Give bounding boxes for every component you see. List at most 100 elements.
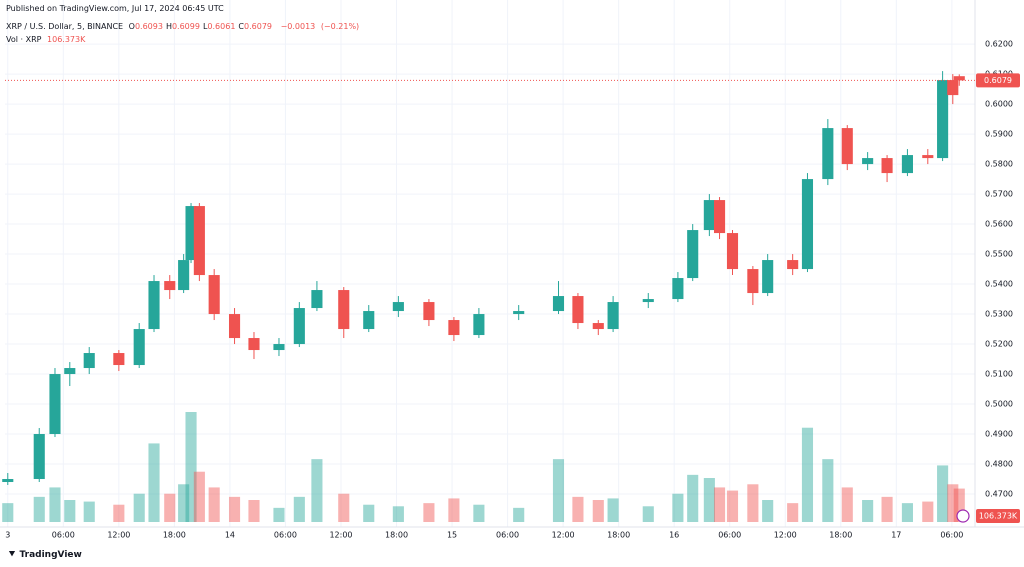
change-pct: (−0.21%) (320, 22, 360, 31)
candle-body (572, 296, 584, 324)
volume-tag (976, 509, 1020, 523)
footer-logo: ⯆ TradingView (8, 549, 82, 560)
x-tick-label: 17 (891, 531, 901, 540)
candle-body (552, 296, 565, 312)
candle-body (473, 314, 485, 336)
volume-bar (901, 503, 913, 522)
candle-body (133, 329, 145, 366)
candle-body (947, 80, 959, 96)
volume-bar (83, 501, 95, 522)
ohlc-value: 0.6079 (244, 22, 273, 31)
volume-bar (747, 484, 759, 522)
candle-body (762, 260, 774, 294)
logo-icon: ⯆ (8, 549, 20, 560)
candle-body (726, 233, 739, 270)
candle-body (841, 128, 853, 165)
x-tick-label: 18:00 (607, 531, 630, 540)
volume-bar (592, 500, 604, 522)
volume-bar (642, 506, 654, 522)
volume-bar (672, 493, 684, 522)
candle-body (703, 200, 715, 231)
candle-body (747, 269, 759, 294)
flash-icon (956, 509, 970, 523)
candle-body (448, 320, 460, 336)
volume-bar (607, 498, 619, 522)
volume-bar (178, 484, 190, 522)
x-tick-label: 06:00 (496, 531, 519, 540)
volume-bar (248, 500, 260, 522)
candle-body (787, 260, 799, 270)
volume-bar (148, 443, 160, 522)
x-tick-label: 12:00 (774, 531, 797, 540)
volume-bar (953, 488, 965, 522)
last-price-label: 0.6079 (984, 76, 1012, 85)
candle-body (338, 290, 350, 330)
ohlc-value: 0.6093 (134, 22, 163, 31)
volume-bar (687, 474, 699, 522)
candle-body (801, 179, 814, 270)
candle-body (392, 302, 404, 312)
x-tick-label: 14 (225, 531, 235, 540)
x-tick-label: 12:00 (552, 531, 575, 540)
volume-bar (392, 506, 404, 522)
volume-bar (713, 487, 726, 522)
y-tick-label: 0.4900 (985, 430, 1013, 439)
volume-bar (448, 498, 460, 522)
volume-bar (513, 507, 525, 522)
ohlc-label: C (238, 22, 245, 31)
candle-body (33, 434, 45, 480)
candle-body (881, 158, 893, 174)
volume-bar (2, 503, 14, 522)
y-tick-label: 0.5100 (985, 370, 1013, 379)
y-tick-label: 0.5400 (985, 280, 1013, 289)
ohlc-value: 0.6099 (171, 22, 200, 31)
y-tick-label: 0.5700 (985, 190, 1013, 199)
volume-bar (787, 503, 799, 522)
x-tick-label: 18:00 (163, 531, 186, 540)
volume-bar (33, 496, 45, 522)
volume-bar (726, 490, 739, 522)
ohlc-label: L (202, 22, 208, 31)
candle-body (953, 76, 965, 81)
x-tick-label: 06:00 (718, 531, 741, 540)
candle-body (185, 206, 197, 261)
last-price-tag (976, 73, 1020, 88)
footer-text: TradingView (19, 550, 82, 560)
volume-bar (228, 496, 241, 522)
volume-bar (552, 459, 565, 522)
x-tick-label: 06:00 (940, 531, 963, 540)
volume-bar (64, 500, 76, 522)
volume-bar (293, 496, 305, 522)
candle-body (193, 206, 205, 276)
x-tick-label: 15 (447, 531, 457, 540)
y-tick-label: 0.5900 (985, 130, 1013, 139)
volume-bar (423, 503, 435, 522)
x-tick-label: 06:00 (274, 531, 297, 540)
candle-body (901, 155, 913, 174)
volume-bar (822, 459, 834, 522)
volume-bar (473, 504, 485, 522)
candle-body (273, 344, 285, 351)
candle-body (311, 290, 323, 309)
y-tick-label: 0.5800 (985, 160, 1013, 169)
volume-bar (801, 427, 814, 522)
volume-bar (881, 496, 893, 522)
x-tick-label: 3 (5, 531, 10, 540)
candle-body (642, 299, 654, 303)
candle-body (937, 80, 949, 159)
x-tick-label: 16 (669, 531, 679, 540)
y-tick-label: 0.5600 (985, 220, 1013, 229)
x-tick-label: 12:00 (107, 531, 130, 540)
candle-body (49, 374, 61, 435)
candle-body (228, 314, 241, 339)
volume-bar (273, 507, 285, 522)
candle-body (248, 338, 260, 351)
y-tick-label: 0.5000 (985, 400, 1013, 409)
volume-bar (762, 500, 774, 522)
y-tick-label: 0.5200 (985, 340, 1013, 349)
symbol: XRP / U.S. Dollar, 5, BINANCE (6, 22, 124, 31)
ohlc-value: 0.6061 (207, 22, 236, 31)
volume-bar (338, 493, 350, 522)
volume-bar (703, 478, 715, 522)
candle-body (2, 479, 14, 483)
